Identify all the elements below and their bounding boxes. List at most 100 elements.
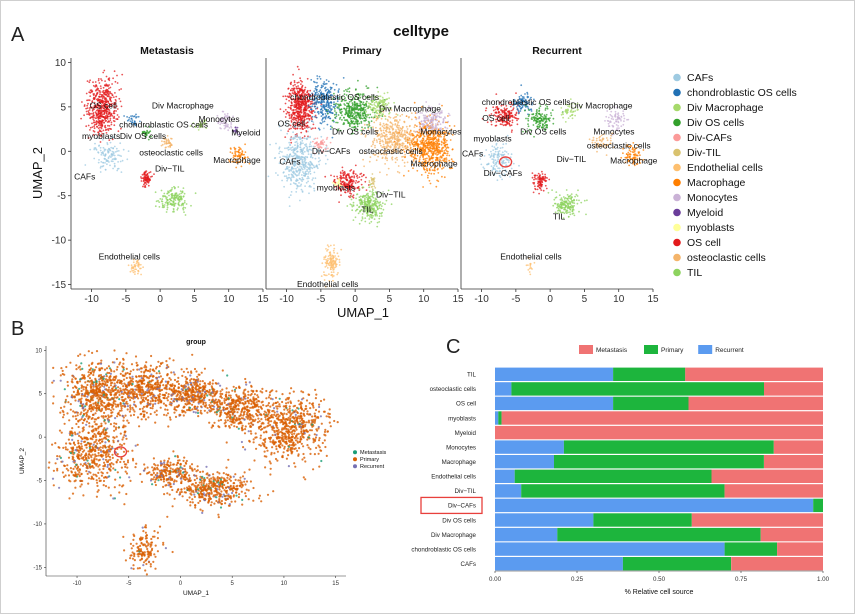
- point-div-os-cells: [370, 120, 373, 123]
- point-chondroblastic-os-cells: [329, 101, 331, 104]
- point-div-macrophage: [194, 126, 197, 128]
- point-osteoclastic-cells: [400, 131, 403, 134]
- point-osteoclastic-cells: [373, 137, 376, 140]
- point-cafs: [97, 151, 100, 154]
- point-macrophage: [235, 150, 238, 153]
- point-macrophage: [441, 104, 443, 107]
- point-cafs: [104, 153, 107, 156]
- point-osteoclastic-cells: [390, 139, 392, 142]
- point-chondroblastic-os-cells: [331, 136, 334, 139]
- point-div-os-cells: [363, 119, 365, 122]
- point-chondroblastic-os-cells: [321, 119, 323, 121]
- point-os-cell: [144, 178, 147, 181]
- point-monocytes: [219, 117, 222, 120]
- point-cafs: [304, 185, 306, 188]
- point-til: [183, 201, 186, 204]
- point-osteoclastic-cells: [391, 138, 394, 140]
- point-osteoclastic-cells: [382, 122, 385, 125]
- point-os-cell: [279, 108, 282, 110]
- point-os-cell: [86, 99, 88, 102]
- point-cafs: [127, 150, 130, 153]
- point-cafs: [99, 167, 102, 169]
- point-monocytes: [225, 120, 228, 122]
- point-monocytes: [441, 110, 443, 112]
- point-cafs: [308, 192, 310, 195]
- point-macrophage: [427, 154, 430, 157]
- point-macrophage: [435, 145, 438, 148]
- point-macrophage: [437, 139, 440, 141]
- point-endothelial-cells: [129, 270, 132, 273]
- point-os-cell: [93, 123, 96, 126]
- point-os-cell: [116, 114, 119, 116]
- point-div-macrophage: [378, 116, 381, 118]
- point-div-til: [373, 178, 375, 181]
- point-osteoclastic-cells: [397, 121, 400, 123]
- point-os-cell: [93, 127, 96, 130]
- point-os-cell: [114, 98, 117, 101]
- point-div-os-cells: [376, 86, 379, 89]
- point-chondroblastic-os-cells: [325, 79, 328, 81]
- point-cafs: [112, 147, 114, 149]
- point-cafs: [278, 146, 281, 149]
- point-os-cell: [345, 174, 348, 176]
- point-til: [364, 198, 366, 201]
- cluster-label: Div−TIL: [376, 189, 406, 199]
- point-til: [371, 194, 374, 197]
- point-div-os-cells: [336, 106, 339, 108]
- point-chondroblastic-os-cells: [322, 82, 325, 85]
- point-os-cell: [364, 180, 367, 183]
- point-monocytes: [224, 121, 226, 123]
- point-os-cell: [89, 126, 92, 129]
- point-til: [166, 208, 169, 211]
- point-osteoclastic-cells: [169, 142, 171, 145]
- point-monocytes: [434, 123, 437, 125]
- point-div-macrophage: [371, 104, 373, 106]
- point-macrophage: [235, 166, 238, 169]
- point-osteoclastic-cells: [391, 158, 394, 161]
- point-os-cell: [362, 174, 365, 177]
- point-til: [164, 195, 167, 198]
- point-til: [172, 207, 175, 210]
- point-os-cell: [97, 78, 100, 80]
- point-div-os-cells: [337, 114, 340, 116]
- point-cafs: [309, 143, 311, 146]
- point-endothelial-cells: [328, 273, 330, 276]
- point-monocytes: [442, 121, 445, 124]
- point-div-os-cells: [352, 113, 355, 115]
- point-osteoclastic-cells: [385, 126, 388, 128]
- point-os-cell: [303, 104, 306, 106]
- point-til: [358, 188, 361, 191]
- point-os-cell: [338, 201, 340, 204]
- point-macrophage: [238, 154, 240, 156]
- point-macrophage: [437, 153, 440, 156]
- point-chondroblastic-os-cells: [310, 108, 313, 111]
- point-til: [376, 200, 379, 203]
- point-div-os-cells: [354, 104, 356, 107]
- point-macrophage: [440, 155, 442, 158]
- point-cafs: [98, 159, 100, 161]
- point-chondroblastic-os-cells: [126, 119, 129, 122]
- point-div-os-cells: [354, 111, 356, 114]
- point-os-cell: [361, 175, 363, 178]
- point-macrophage: [433, 145, 436, 148]
- point-cafs: [100, 161, 103, 163]
- point-os-cell: [98, 130, 101, 133]
- point-macrophage: [393, 140, 396, 143]
- point-macrophage: [241, 159, 244, 162]
- point-div-os-cells: [359, 117, 362, 120]
- point-til: [158, 201, 161, 204]
- point-chondroblastic-os-cells: [327, 116, 329, 119]
- point-os-cell: [285, 112, 288, 115]
- point-div-os-cells: [363, 110, 366, 113]
- point-os-cell: [105, 104, 108, 106]
- cluster-label: osteoclastic cells: [359, 146, 423, 156]
- point-til: [373, 193, 375, 196]
- point-macrophage: [414, 124, 416, 126]
- point-os-cell: [103, 111, 106, 114]
- point-os-cell: [85, 107, 87, 110]
- point-div-os-cells: [348, 87, 351, 90]
- point-cafs: [313, 189, 316, 192]
- point-os-cell: [100, 124, 103, 127]
- point-os-cell: [93, 101, 96, 104]
